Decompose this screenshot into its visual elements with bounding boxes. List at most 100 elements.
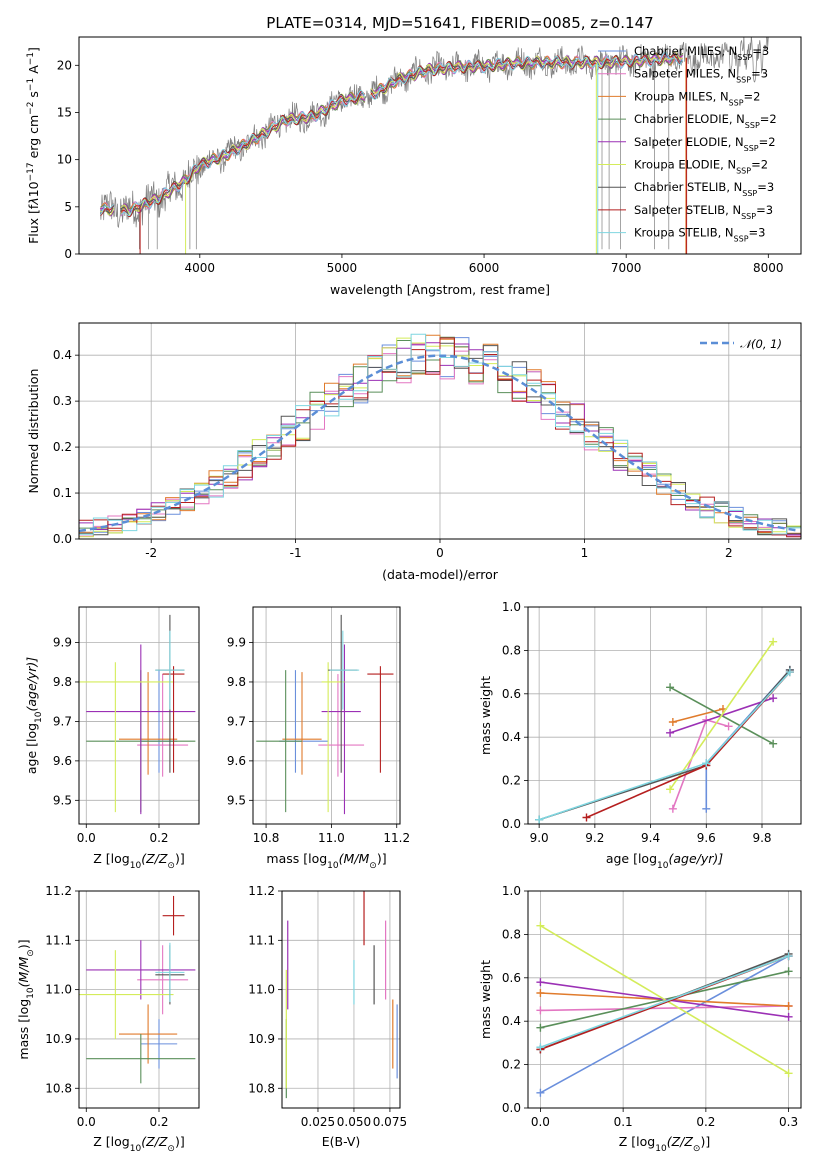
label-part: age [log — [24, 723, 39, 774]
label-part: 10 — [34, 711, 44, 723]
weight-point-marker — [668, 804, 677, 813]
label-part: 10 — [130, 861, 142, 871]
label-part: A — [26, 65, 41, 78]
y-tick-label: 10.8 — [45, 1081, 72, 1095]
label-part: ⊙ — [26, 949, 36, 957]
weight-point-marker — [536, 1023, 545, 1032]
x-tick-label: 9.4 — [641, 831, 660, 845]
spectrum-model-line — [100, 52, 684, 218]
legend-entry: Salpeter MILES, NSSP=3 — [634, 67, 768, 85]
x-axis-label: Z [log10(Z/Z⊙)] — [93, 851, 184, 871]
legend-sub: SSP — [736, 75, 751, 84]
y-tick-label: 9.9 — [227, 636, 246, 650]
weight-series-line — [540, 1005, 789, 1012]
label-part: ⊙ — [167, 1144, 175, 1154]
weight-series-line — [705, 669, 791, 809]
legend-entry: Chabrier MILES, NSSP=3 — [634, 44, 769, 62]
label-part: (M/M — [16, 957, 31, 988]
label-part: )] — [175, 851, 185, 866]
legend-eq: =2 — [760, 112, 777, 126]
y-axis-label: Normed distribution — [26, 369, 41, 494]
label-part: erg cm — [26, 115, 41, 163]
weight-point-marker — [724, 722, 733, 731]
label-part: 10 — [327, 861, 339, 871]
y-tick-label: 0.8 — [502, 927, 521, 941]
y-tick-label: 9.8 — [53, 675, 72, 689]
label-part: ] — [26, 47, 41, 52]
weight-point-marker — [666, 683, 675, 692]
weight-point-marker — [536, 1043, 545, 1052]
x-tick-label: -2 — [145, 546, 157, 560]
weight-series-line — [538, 671, 791, 821]
label-part: (Z/Z — [141, 1134, 168, 1149]
axes-frame — [527, 890, 802, 1109]
label-part: −1 — [26, 78, 36, 91]
grid-lines — [282, 890, 400, 1108]
y-tick-label: 1.0 — [502, 884, 521, 898]
legend-sub: SSP — [737, 53, 752, 62]
y-tick-label: 0.1 — [53, 486, 72, 500]
legend-eq: =3 — [757, 180, 774, 194]
x-tick-label: 0.2 — [149, 831, 168, 845]
x-axis-label: E(B-V) — [322, 1134, 361, 1149]
weight-point-marker — [582, 813, 591, 822]
y-tick-label: 10.9 — [248, 1032, 275, 1046]
legend-entry: Kroupa STELIB, NSSP=3 — [634, 226, 765, 244]
legend-entry: Kroupa ELODIE, NSSP=2 — [634, 158, 768, 176]
legend-text: Kroupa STELIB, N — [634, 226, 734, 240]
label-part: mass [log — [266, 851, 327, 866]
y-tick-label: 0.6 — [502, 687, 521, 701]
label-part: (Z/Z — [667, 1134, 694, 1149]
label-part: (M/M — [339, 851, 370, 866]
x-tick-label: 5000 — [327, 261, 358, 275]
legend-entry: 𝒩(0, 1) — [740, 337, 782, 351]
gaussian-line — [79, 354, 799, 533]
x-tick-label: 7000 — [611, 261, 642, 275]
spectrum-data-line — [99, 37, 769, 250]
legend: Chabrier MILES, NSSP=3 Salpeter MILES, NS… — [598, 44, 777, 243]
label-part: ⊙ — [167, 861, 175, 871]
x-tick-label: 0.3 — [779, 1115, 798, 1129]
weight-point-marker — [535, 815, 544, 824]
weight-point-marker — [769, 694, 778, 703]
y-tick-label: 9.5 — [227, 793, 246, 807]
y-tick-label: 0 — [64, 247, 72, 261]
x-tick-label: 9.8 — [752, 831, 771, 845]
legend-text: Chabrier STELIB, N — [634, 180, 742, 194]
label-part: )] — [700, 1134, 710, 1149]
x-tick-label: 0.2 — [696, 1115, 715, 1129]
x-tick-label: 0.2 — [149, 1115, 168, 1129]
x-tick-label: 0.025 — [301, 1115, 335, 1129]
weight-point-marker — [668, 718, 677, 727]
legend-sub: SSP — [744, 143, 759, 152]
y-tick-label: 11.1 — [248, 933, 275, 947]
y-tick-label: 9.8 — [227, 675, 246, 689]
label-part: 10 — [130, 1144, 142, 1154]
spectrum-model-line — [100, 52, 684, 217]
y-tick-label: 1.0 — [502, 600, 521, 614]
weight-point-marker — [784, 952, 793, 961]
weight-point-marker — [784, 1069, 793, 1078]
grid-lines — [79, 890, 199, 1108]
x-tick-label: 9.0 — [530, 831, 549, 845]
x-tick-label: 0.0 — [77, 1115, 96, 1129]
label-part: Z [log — [619, 1134, 655, 1149]
y-tick-label: 9.7 — [53, 714, 72, 728]
label-part: )] — [175, 1134, 185, 1149]
label-part: ⊙ — [693, 1144, 701, 1154]
legend-sub: SSP — [745, 121, 760, 130]
weight-series-line — [538, 669, 791, 821]
legend-sub: SSP — [729, 98, 744, 107]
weight-point-marker — [769, 637, 778, 646]
weight-point-marker — [536, 1088, 545, 1097]
axes-frame — [78, 890, 200, 1109]
x-axis-label: wavelength [Angstrom, rest frame] — [330, 282, 550, 297]
legend-text: Kroupa ELODIE, N — [634, 158, 736, 172]
weight-point-marker — [666, 728, 675, 737]
x-tick-label: 0.1 — [614, 1115, 633, 1129]
axes-frame — [527, 606, 802, 825]
y-axis-label: Flux [fλ10−17 erg cm−2 s−1 A−1] — [26, 47, 41, 244]
weight-point-marker — [702, 804, 711, 813]
axes-frame — [252, 606, 401, 825]
spectrum-model-line — [100, 51, 684, 217]
